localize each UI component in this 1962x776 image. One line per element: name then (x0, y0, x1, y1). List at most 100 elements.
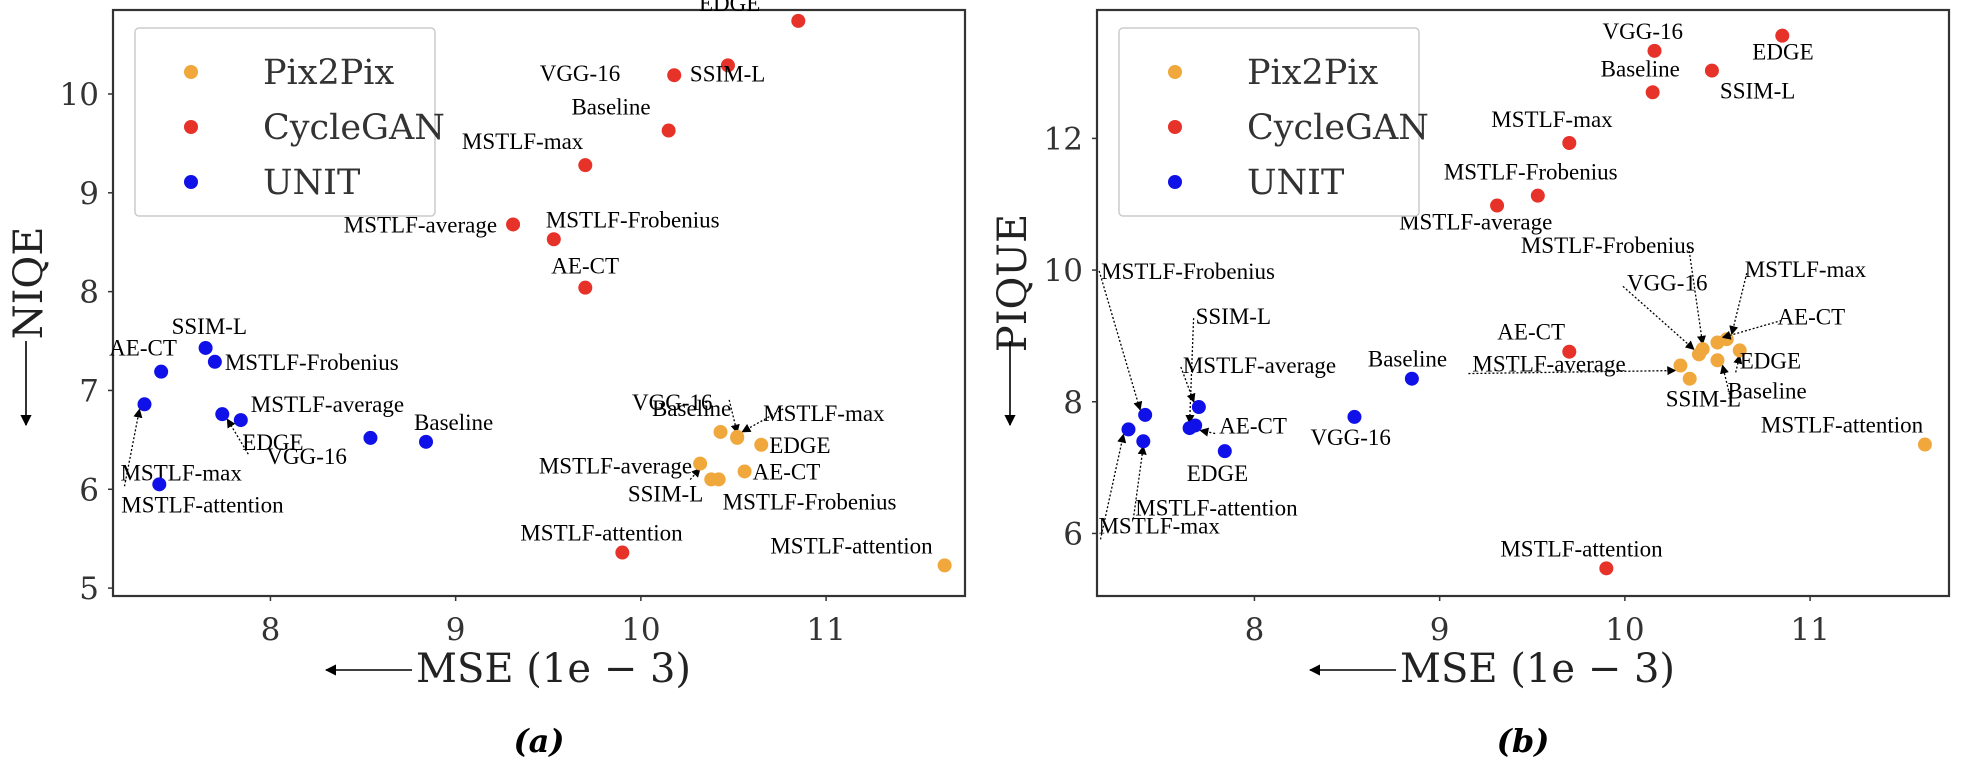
series-unit: MSTLF-Frobenius SSIM-L MSTLF-average AE-CT B… (1098, 259, 1447, 540)
data-label: MSTLF-max (120, 460, 242, 485)
y-tick-label: 7 (79, 373, 99, 409)
data-point (791, 13, 806, 28)
data-label: Baseline (414, 410, 493, 435)
legend-label: UNIT (1247, 163, 1344, 203)
data-point (154, 364, 169, 379)
data-point (578, 158, 593, 173)
x-tick-label: 9 (1430, 612, 1450, 648)
data-label: EDGE (699, 0, 760, 16)
data-point (215, 407, 230, 422)
legend-marker (1168, 65, 1182, 79)
annotation-arrow (123, 408, 143, 487)
x-tick-label: 11 (806, 612, 845, 648)
data-label: VGG-16 (540, 61, 621, 86)
data-label: EDGE (1740, 348, 1801, 373)
data-point (711, 472, 726, 487)
x-tick-label: 8 (261, 612, 281, 648)
data-label: MSTLF-attention (1500, 536, 1663, 561)
x-tick-label: 10 (1605, 612, 1644, 648)
annotation-arrow (1721, 319, 1782, 340)
data-point (1188, 418, 1203, 433)
data-label: SSIM-L (1720, 79, 1795, 104)
annotation-arrow (689, 467, 701, 481)
data-point (1691, 347, 1706, 362)
data-label: MSTLF-average (539, 454, 692, 479)
data-label: MSTLF-Frobenius (723, 489, 897, 514)
data-point (730, 429, 745, 444)
annotation-arrow (1199, 427, 1216, 437)
data-label: AE-CT (551, 254, 619, 279)
data-point (1673, 358, 1688, 373)
data-label: AE-CT (109, 336, 177, 361)
legend-box (1118, 27, 1420, 217)
data-label: MSTLF-max (763, 401, 885, 426)
data-label: MSTLF-average (251, 392, 404, 417)
data-point (713, 424, 728, 439)
x-tick-label: 9 (446, 612, 466, 648)
data-point (363, 430, 378, 445)
data-point (1404, 371, 1419, 386)
y-tick-label: 5 (79, 571, 99, 607)
annotation-arrow (1132, 445, 1147, 520)
annotation-arrow (1733, 354, 1743, 373)
series-cyclegan: VGG-16EDGEBaselineSSIM-LMSTLF-maxMSTLF-F… (1399, 19, 1814, 576)
legend-marker (1168, 175, 1182, 189)
legend: Pix2Pix CycleGAN UNIT (1118, 27, 1429, 217)
data-label: MSTLF-max (1745, 257, 1867, 282)
data-point (137, 397, 152, 412)
annotation-arrow (1688, 246, 1706, 345)
data-label: MSTLF-attention (1135, 495, 1298, 520)
y-tick-label: 6 (1063, 516, 1083, 552)
legend-label: UNIT (263, 163, 360, 203)
data-point (937, 558, 952, 573)
data-label: MSTLF-average (1183, 353, 1336, 378)
data-label: MSTLF-max (1098, 513, 1220, 538)
data-point (1647, 43, 1662, 58)
data-point (1645, 85, 1660, 100)
data-point (1562, 136, 1577, 151)
data-label: SSIM-L (1196, 304, 1271, 329)
data-label: Baseline (1601, 56, 1680, 81)
data-label: EDGE (1752, 40, 1813, 65)
data-point (1121, 422, 1136, 437)
data-label: MSTLF-attention (520, 521, 683, 546)
annotation-arrow (1185, 318, 1195, 425)
data-label: MSTLF-Frobenius (225, 350, 399, 375)
data-label: VGG-16 (1310, 425, 1391, 450)
data-point (207, 354, 222, 369)
data-label: AE-CT (1497, 320, 1565, 345)
x-axis-label: MSE (1e − 3) (416, 646, 691, 692)
data-label: MSTLF-max (462, 129, 584, 154)
data-label: MSTLF-attention (1761, 413, 1924, 438)
data-label: MSTLF-Frobenius (1101, 259, 1275, 284)
legend-label: CycleGAN (263, 108, 445, 148)
legend-label: CycleGAN (1247, 108, 1429, 148)
data-label: EDGE (769, 433, 830, 458)
annotation-arrow (1622, 285, 1695, 350)
data-point (667, 68, 682, 83)
data-label: VGG-16 (1603, 19, 1684, 44)
legend-label: Pix2Pix (263, 53, 394, 93)
data-point (1710, 353, 1725, 368)
data-label: AE-CT (753, 459, 821, 484)
data-point (1775, 28, 1790, 43)
data-label: MSTLF-Frobenius (546, 207, 720, 232)
data-point (1704, 63, 1719, 78)
legend-label: Pix2Pix (1247, 53, 1378, 93)
data-label: VGG-16 (1627, 270, 1708, 295)
x-axis-label: MSE (1e − 3) (1400, 646, 1675, 692)
legend-marker (184, 120, 198, 134)
plot-frame (111, 8, 967, 598)
series-unit: SSIM-LAE-CT MSTLF-Frobenius MSTLF-average E… (109, 314, 493, 517)
data-point (1732, 343, 1747, 358)
data-label: SSIM-L (628, 481, 703, 506)
data-point (198, 340, 213, 355)
data-point (720, 58, 735, 73)
annotation-arrow (728, 399, 740, 434)
data-point (546, 232, 561, 247)
x-tick-label: 11 (1790, 612, 1829, 648)
legend-box (134, 27, 436, 217)
panel-label: (a) (513, 722, 564, 760)
